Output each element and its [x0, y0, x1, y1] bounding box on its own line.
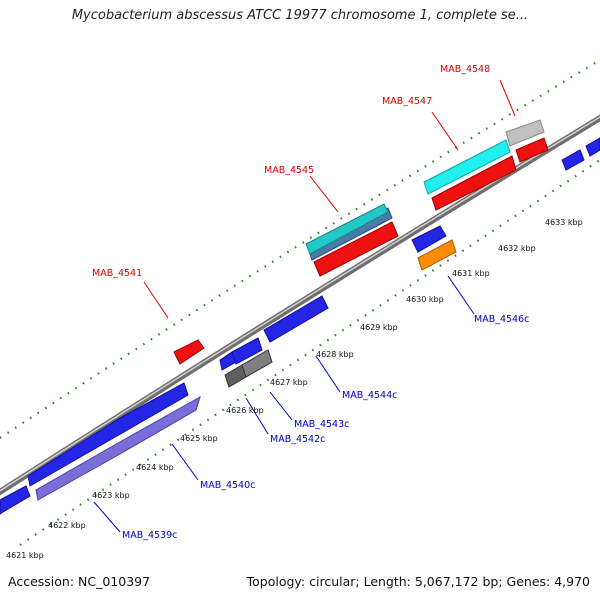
- leader-mab4543c: [269, 391, 293, 421]
- gene-block-mab4539c-left[interactable]: [0, 485, 31, 515]
- gene-block-right-1[interactable]: [561, 149, 585, 171]
- gene-label-mab4541[interactable]: MAB_4541: [92, 268, 142, 279]
- gene-label-mab4546c[interactable]: MAB_4546c: [474, 314, 529, 325]
- gene-block-right-2[interactable]: [585, 137, 600, 157]
- gene-block-mab4544c[interactable]: [263, 295, 329, 343]
- gene-block-mab4545-red[interactable]: [313, 221, 399, 277]
- leader-mab4548: [499, 79, 516, 117]
- leader-mab4546c: [447, 275, 475, 315]
- gene-blocks[interactable]: [0, 119, 600, 515]
- gene-block-mab4547[interactable]: [423, 139, 511, 195]
- tick-label-4633: 4633 kbp: [545, 218, 583, 227]
- tick-label-4624: 4624 kbp: [136, 463, 174, 472]
- chromosome-backbone: [0, 114, 600, 496]
- tick-label-4622: 4622 kbp: [48, 521, 86, 530]
- leader-mab4547: [431, 111, 459, 151]
- gene-block-mab4548-red[interactable]: [515, 137, 549, 163]
- gene-block-mab4547-red[interactable]: [431, 155, 517, 211]
- tick-label-4631: 4631 kbp: [452, 269, 490, 278]
- leader-mab4540c: [171, 443, 199, 481]
- gene-block-mab4543c[interactable]: [231, 337, 263, 365]
- gene-block-mab4548[interactable]: [505, 119, 545, 147]
- gene-block-mab4539c[interactable]: [35, 395, 201, 501]
- gene-label-mab4547[interactable]: MAB_4547: [382, 96, 432, 107]
- gene-label-mab4542c[interactable]: MAB_4542c: [270, 434, 325, 445]
- leader-mab4542c: [245, 397, 269, 435]
- gene-block-mab4545[interactable]: [305, 203, 389, 255]
- gene-block-mab4540c[interactable]: [27, 382, 189, 487]
- accession-text: Accession: NC_010397: [8, 574, 151, 589]
- gene-label-mab4543c[interactable]: MAB_4543c: [294, 419, 349, 430]
- tick-label-4628: 4628 kbp: [316, 350, 354, 359]
- tick-label-4621: 4621 kbp: [6, 551, 44, 560]
- gene-block-mab4546c[interactable]: [417, 239, 457, 271]
- tick-label-4623: 4623 kbp: [92, 491, 130, 500]
- leader-mab4545: [309, 175, 339, 213]
- tick-label-4630: 4630 kbp: [406, 295, 444, 304]
- gene-label-mab4539c[interactable]: MAB_4539c: [122, 530, 177, 541]
- leader-mab4541: [143, 281, 169, 319]
- tick-label-4632: 4632 kbp: [498, 244, 536, 253]
- gene-block-mab4542c-gray[interactable]: [241, 349, 273, 378]
- leader-mab4544c: [315, 355, 341, 393]
- gene-label-mab4548[interactable]: MAB_4548: [440, 64, 490, 75]
- inner-dotted-ring: [19, 159, 600, 546]
- tick-label-4629: 4629 kbp: [360, 323, 398, 332]
- map-title: Mycobacterium abscessus ATCC 19977 chrom…: [71, 8, 529, 23]
- tick-label-4626: 4626 kbp: [226, 406, 264, 415]
- gene-label-mab4544c[interactable]: MAB_4544c: [342, 390, 397, 401]
- gene-label-mab4540c[interactable]: MAB_4540c: [200, 480, 255, 491]
- leader-mab4539c: [93, 501, 121, 533]
- tick-label-4625: 4625 kbp: [180, 434, 218, 443]
- gene-block-mab4541[interactable]: [173, 339, 205, 365]
- gene-label-mab4545[interactable]: MAB_4545: [264, 165, 314, 176]
- tick-label-4627: 4627 kbp: [270, 378, 308, 387]
- gene-block-mab4546c-blue[interactable]: [411, 225, 447, 253]
- genome-info-text: Topology: circular; Length: 5,067,172 bp…: [246, 574, 590, 589]
